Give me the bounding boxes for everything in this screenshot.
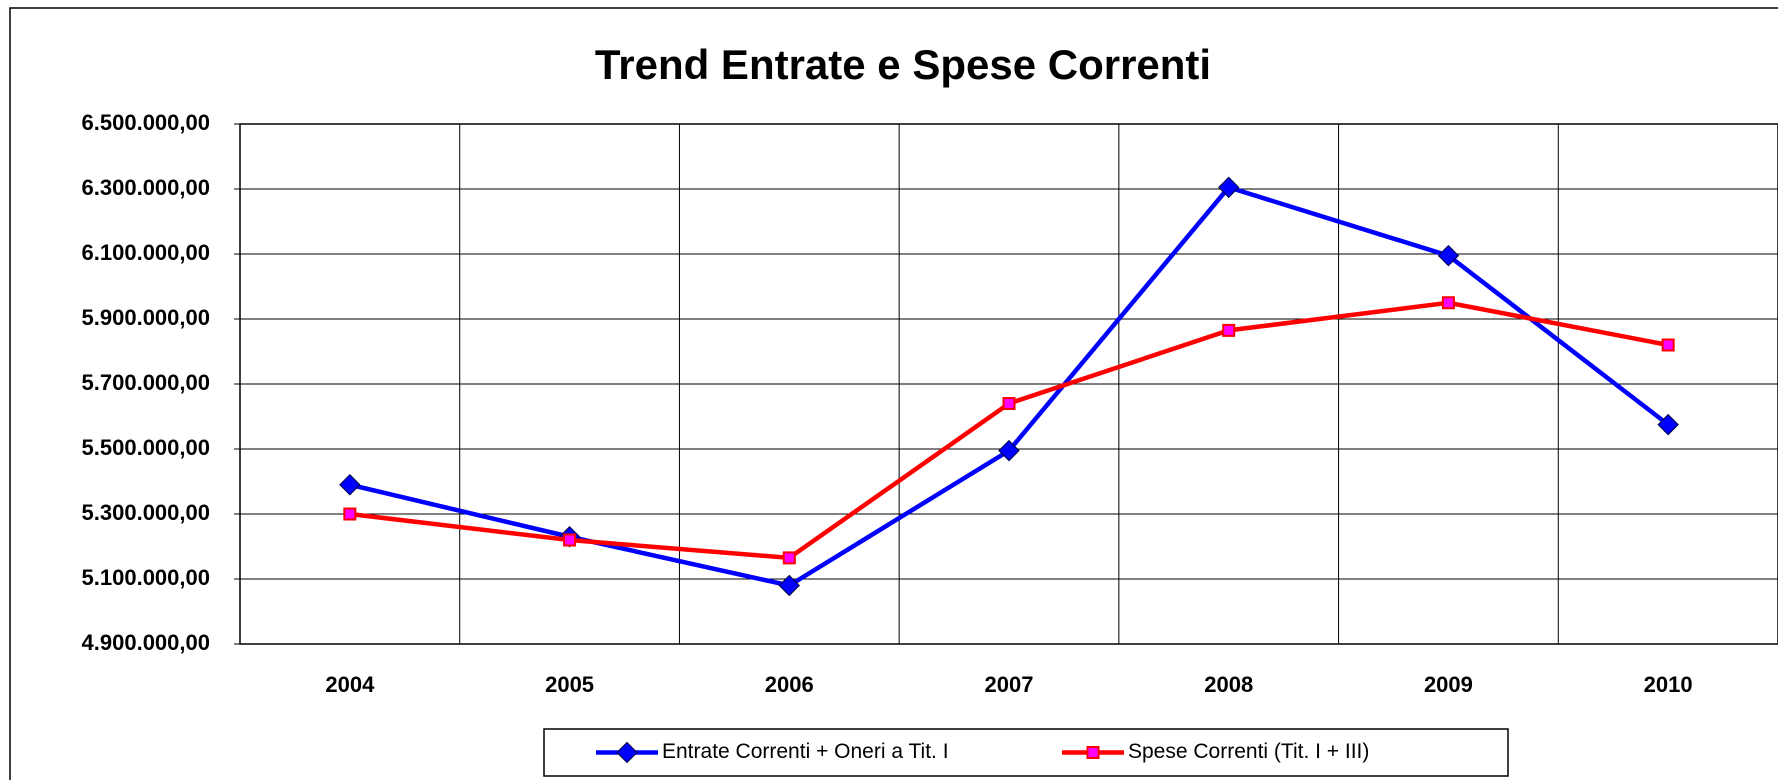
data-point [778, 574, 800, 597]
x-tick-label: 2005 [545, 672, 594, 697]
y-tick-label: 6.500.000,00 [82, 110, 210, 135]
x-tick-label: 2008 [1204, 672, 1253, 697]
y-tick-label: 5.900.000,00 [82, 305, 210, 330]
x-tick-label: 2010 [1644, 672, 1693, 697]
x-tick-label: 2009 [1424, 672, 1473, 697]
y-tick-label: 4.900.000,00 [82, 630, 210, 655]
x-tick-label: 2007 [985, 672, 1034, 697]
chart-title: Trend Entrate e Spese Correnti [595, 41, 1211, 88]
data-point [1437, 244, 1460, 267]
y-tick-label: 6.300.000,00 [82, 175, 210, 200]
legend-label: Spese Correnti (Tit. I + III) [1128, 740, 1369, 763]
x-tick-label: 2004 [325, 672, 375, 697]
data-point [1222, 323, 1236, 337]
data-point [1661, 338, 1675, 352]
y-tick-label: 5.700.000,00 [82, 370, 210, 395]
y-tick-label: 5.300.000,00 [82, 500, 210, 525]
data-point [563, 533, 577, 547]
legend-label: Entrate Correnti + Oneri a Tit. I [662, 740, 949, 763]
data-point [1441, 296, 1455, 310]
y-tick-label: 5.100.000,00 [82, 565, 210, 590]
legend-marker [1086, 746, 1100, 759]
x-tick-label: 2006 [765, 672, 814, 697]
data-point [1002, 397, 1016, 410]
legend-marker [616, 741, 638, 764]
data-point [998, 439, 1020, 462]
data-point [782, 551, 796, 565]
y-tick-label: 5.500.000,00 [82, 435, 210, 460]
data-point [339, 474, 361, 496]
data-point [1657, 413, 1679, 436]
y-tick-label: 6.100.000,00 [82, 240, 210, 265]
data-point [1218, 176, 1240, 199]
legend-box [543, 728, 1509, 777]
data-point [343, 507, 357, 521]
